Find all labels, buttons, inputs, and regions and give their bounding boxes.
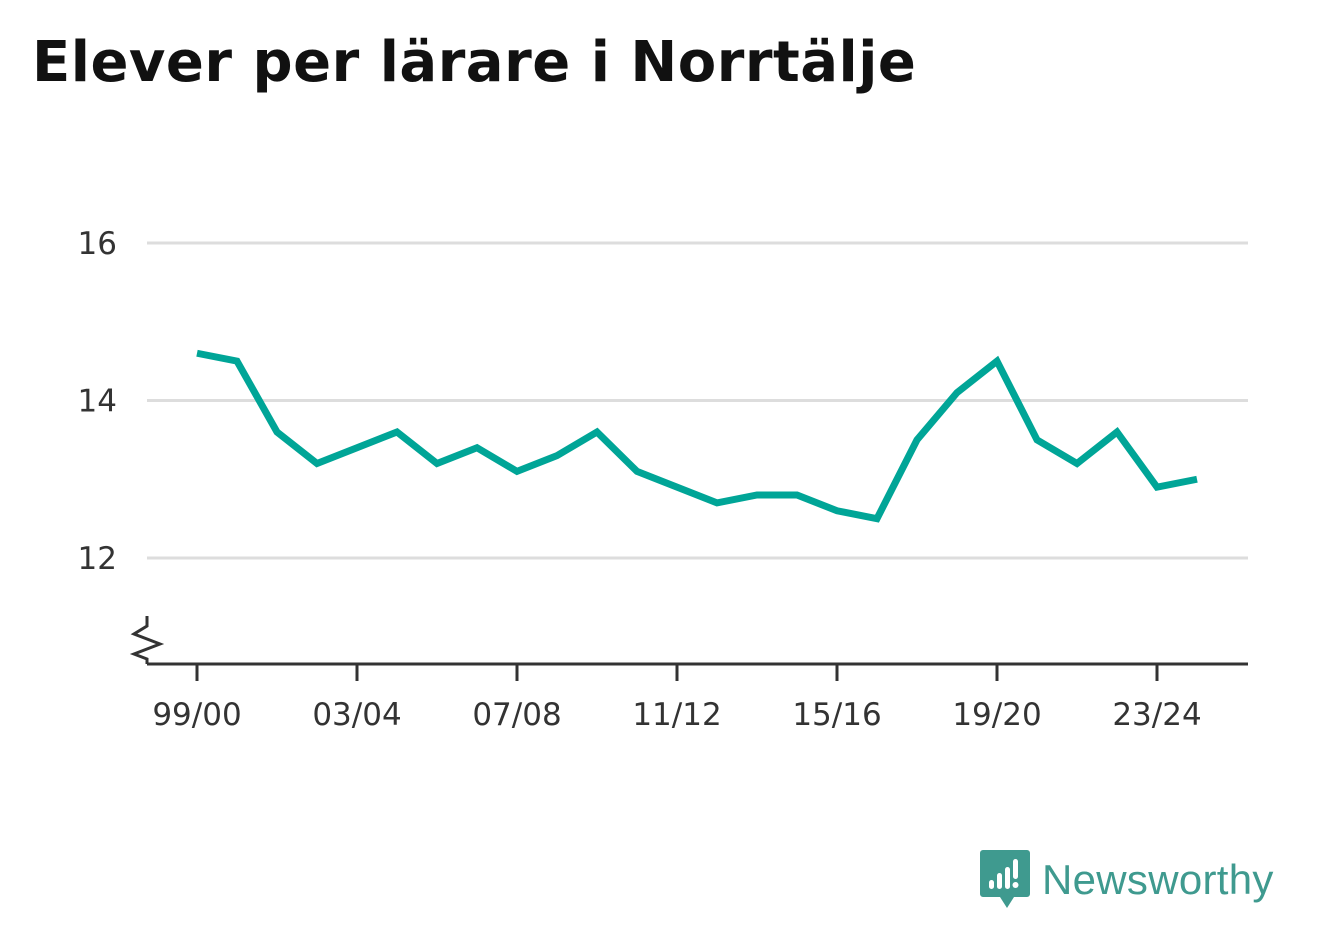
bar-chart-speech-bubble-icon bbox=[980, 850, 1030, 908]
x-axis bbox=[129, 616, 1248, 666]
series-layer bbox=[196, 349, 1198, 523]
x-tick-label: 15/16 bbox=[792, 697, 881, 733]
x-tick-label: 19/20 bbox=[952, 697, 1041, 733]
y-axis-tick-labels: 12 14 16 bbox=[78, 226, 117, 577]
x-tick-label: 99/00 bbox=[152, 697, 241, 733]
brand-name: Newsworthy bbox=[1042, 856, 1274, 903]
newsworthy-logo: Newsworthy bbox=[980, 850, 1274, 910]
x-tick-label: 23/24 bbox=[1112, 697, 1201, 733]
x-axis-ticks: 99/00 03/04 07/08 11/12 15/16 19/20 23/24 bbox=[152, 664, 1202, 733]
y-axis-break-icon bbox=[129, 616, 165, 664]
chart-title: Elever per lärare i Norrtälje bbox=[32, 30, 917, 95]
x-tick-label: 07/08 bbox=[472, 697, 561, 733]
x-tick-label: 03/04 bbox=[312, 697, 401, 733]
y-tick-label: 16 bbox=[78, 226, 117, 262]
series-line bbox=[196, 349, 1198, 523]
y-tick-label: 12 bbox=[78, 541, 117, 577]
y-tick-label: 14 bbox=[78, 384, 117, 420]
x-tick-label: 11/12 bbox=[632, 697, 721, 733]
gridlines bbox=[147, 241, 1248, 560]
